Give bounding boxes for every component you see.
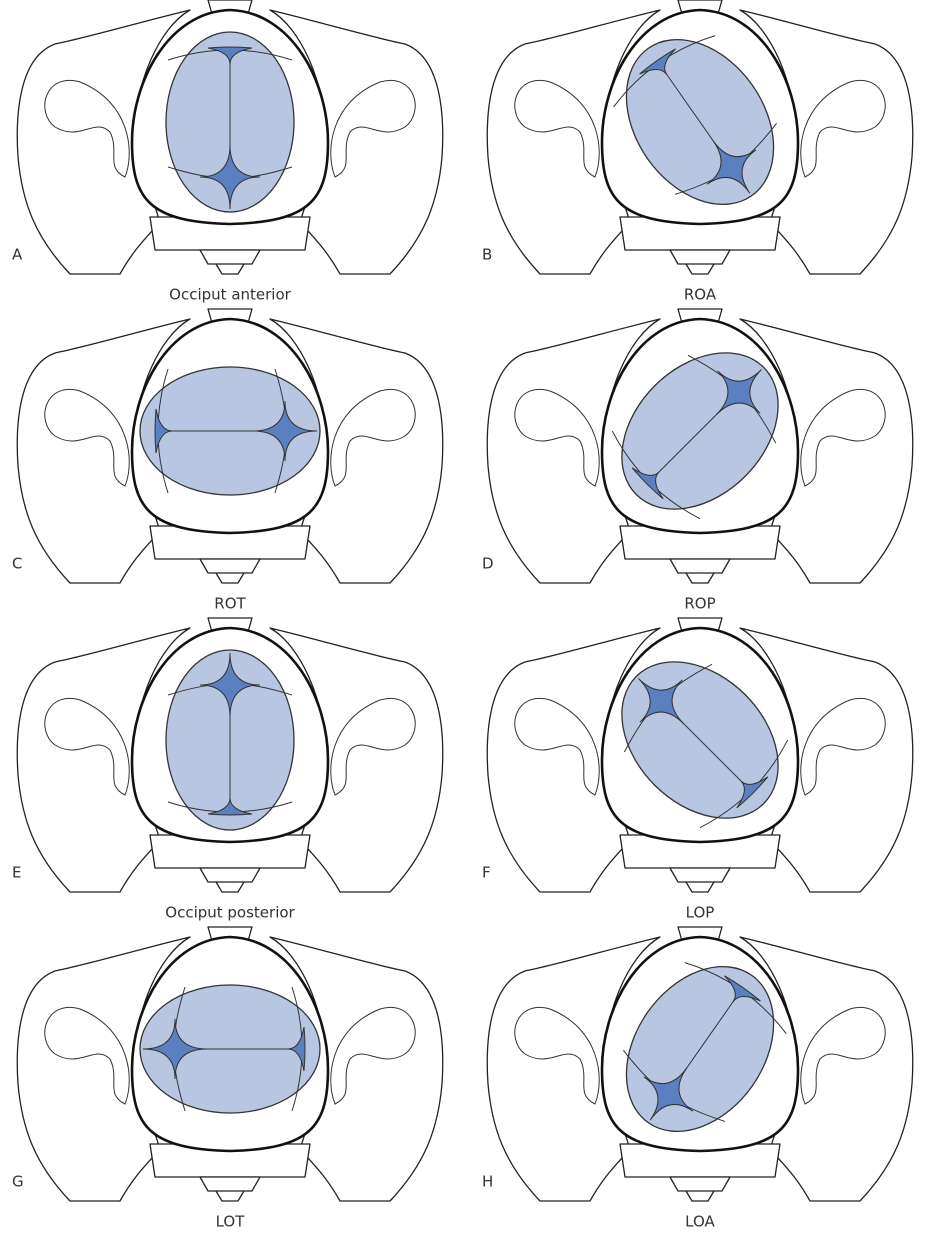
panel-caption: Occiput posterior [165,904,295,922]
ilium-outline [44,388,130,487]
coccyx [199,867,261,893]
panel [16,0,444,275]
ilium-outline [514,388,600,487]
panel [486,617,914,893]
fetal-head [623,962,787,1133]
panel-letter: B [482,246,492,264]
ilium-outline [800,1006,886,1105]
coccyx [199,249,261,275]
coccyx [669,249,731,275]
anterior-fontanelle [142,1018,208,1080]
panel-caption: LOP [686,904,715,922]
fetal-head [613,35,777,206]
anterior-fontanelle [252,400,318,462]
ilium-outline [514,697,600,796]
ilium-outline [800,79,886,178]
posterior-fontanelle [154,408,173,454]
anterior-fontanelle [643,1067,694,1121]
anterior-fontanelle [706,140,757,194]
panel [16,617,444,893]
panel-letter: E [12,864,21,882]
ilium-outline [44,697,130,796]
coccyx [199,558,261,584]
ilium-outline [514,1006,600,1105]
panel [486,308,914,584]
ilium-outline [330,697,416,796]
fetal-head [165,649,295,831]
panel [486,0,914,275]
ilium-outline [44,79,130,178]
posterior-fontanelle [736,776,769,809]
panel-letter: F [482,864,491,882]
posterior-fontanelle [287,1026,306,1072]
posterior-fontanelle [639,48,676,75]
fetal-head [611,352,779,520]
ilium-outline [330,1006,416,1105]
coccyx [669,1176,731,1202]
fetal-head [139,984,321,1114]
panel [16,308,444,584]
panel-letter: C [12,555,22,573]
coccyx [669,867,731,893]
panel [16,926,444,1202]
panel-caption: Occiput anterior [169,286,291,304]
fetal-head [139,366,321,496]
posterior-fontanelle [207,797,253,816]
panel-caption: ROA [684,286,717,304]
ilium-outline [330,388,416,487]
ilium-outline [800,697,886,796]
posterior-fontanelle [207,46,253,65]
fetal-head [621,661,789,829]
posterior-fontanelle [724,975,761,1002]
anterior-fontanelle [199,144,261,210]
panel-letter: H [482,1173,493,1191]
posterior-fontanelle [631,467,664,500]
panel-letter: G [12,1173,24,1191]
anterior-fontanelle [199,652,261,718]
coccyx [669,558,731,584]
ilium-outline [44,1006,130,1105]
panel-caption: LOA [685,1213,715,1231]
coccyx [199,1176,261,1202]
ilium-outline [514,79,600,178]
ilium-outline [800,388,886,487]
panel-caption: ROP [684,595,715,613]
panel-caption: LOT [216,1213,246,1231]
panel-caption: ROT [214,595,246,613]
panel [486,926,914,1202]
fetal-head [165,31,295,213]
ilium-outline [330,79,416,178]
panel-letter: D [482,555,494,573]
panel-letter: A [12,246,23,264]
